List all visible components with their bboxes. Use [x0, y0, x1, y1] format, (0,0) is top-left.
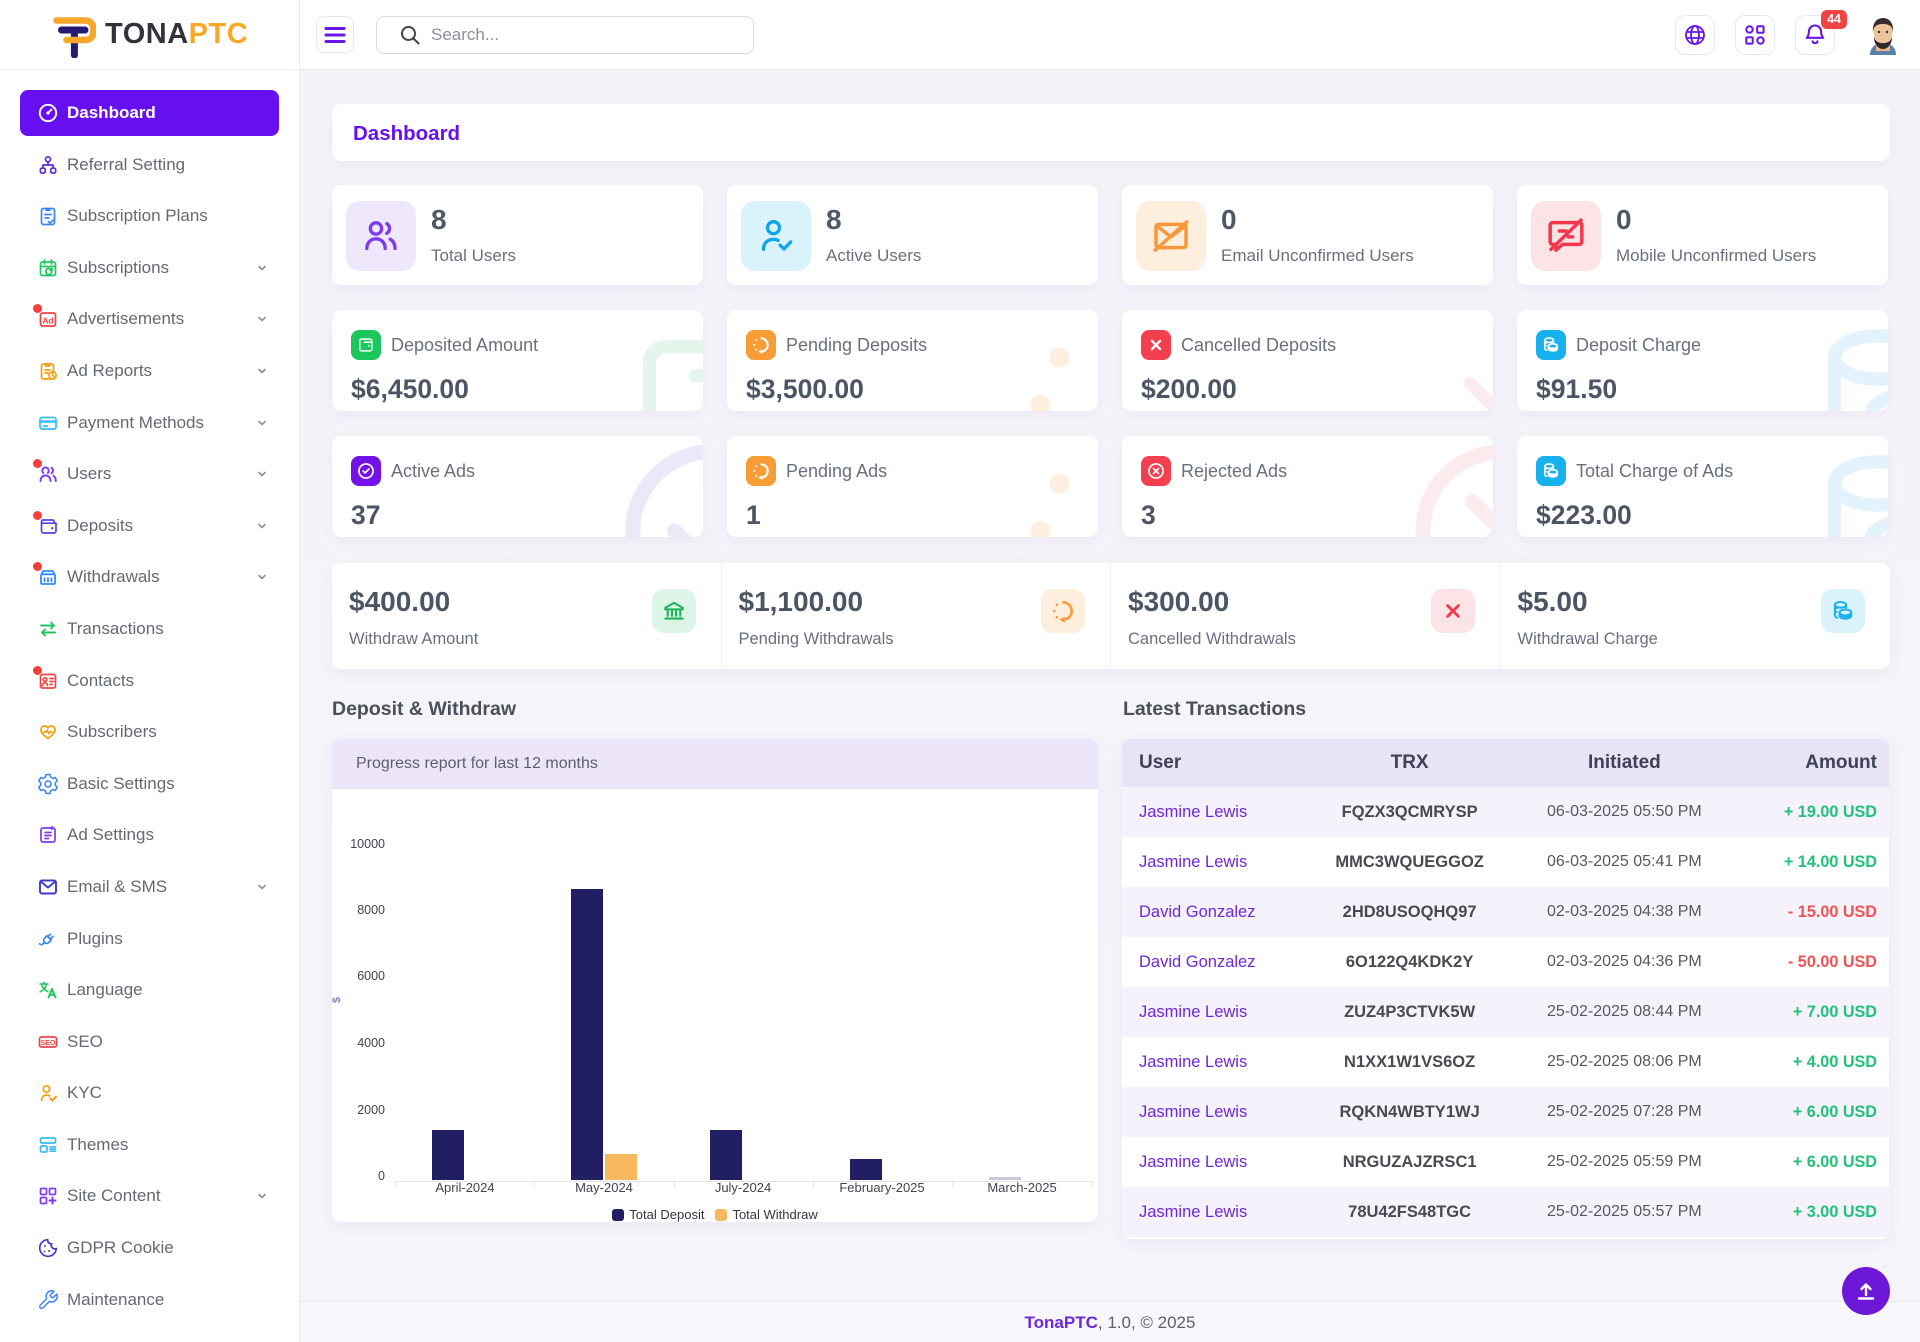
svg-text:SEO: SEO — [41, 1040, 56, 1047]
svg-text:Ad: Ad — [42, 316, 53, 326]
